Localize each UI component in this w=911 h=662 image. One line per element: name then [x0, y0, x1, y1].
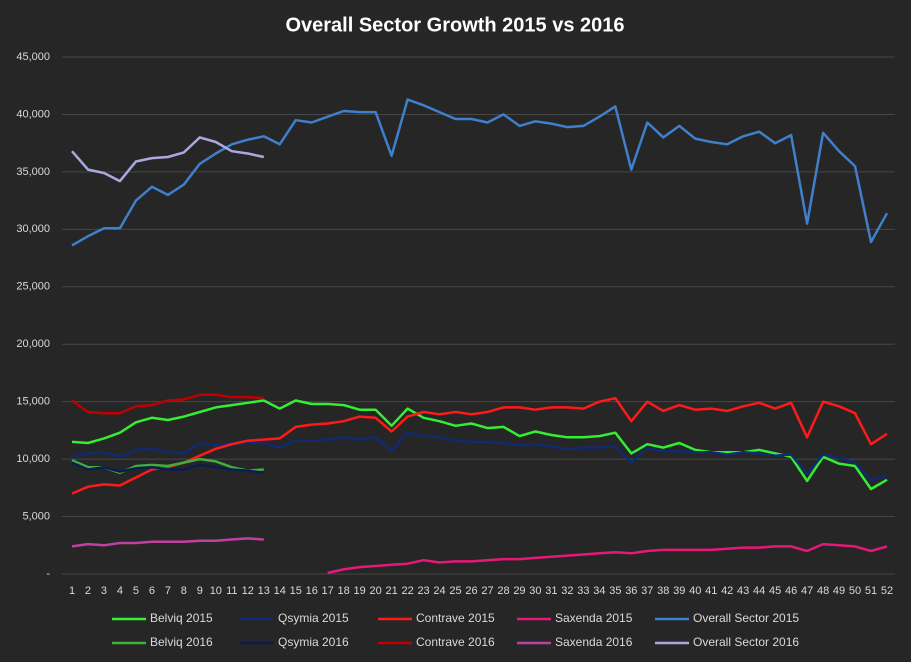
y-tick-label: 5,000	[22, 510, 50, 522]
legend-label: Overall Sector 2016	[693, 635, 799, 649]
x-tick-label: 24	[433, 585, 445, 597]
x-tick-label: 35	[609, 585, 621, 597]
x-tick-label: 36	[625, 585, 637, 597]
series-line	[71, 396, 888, 495]
x-tick-label: 15	[290, 585, 302, 597]
y-tick-label: 45,000	[16, 51, 50, 63]
x-tick-label: 45	[769, 585, 781, 597]
x-tick-label: 41	[705, 585, 717, 597]
x-tick-label: 17	[322, 585, 334, 597]
legend-label: Saxenda 2016	[555, 635, 633, 649]
x-tick-label: 39	[673, 585, 685, 597]
series-line	[71, 431, 888, 483]
x-tick-label: 14	[274, 585, 286, 597]
x-tick-label: 29	[513, 585, 525, 597]
x-tick-label: 52	[881, 585, 893, 597]
legend-label: Saxenda 2015	[555, 611, 633, 625]
series-line	[71, 399, 888, 491]
x-tick-label: 4	[117, 585, 123, 597]
x-tick-label: 51	[865, 585, 877, 597]
chart-title: Overall Sector Growth 2015 vs 2016	[285, 14, 624, 36]
series-line	[71, 136, 265, 183]
series-line	[327, 542, 888, 575]
x-tick-label: 38	[657, 585, 669, 597]
x-tick-label: 49	[833, 585, 845, 597]
x-tick-label: 30	[529, 585, 541, 597]
x-tick-label: 34	[593, 585, 605, 597]
y-tick-label: 40,000	[16, 108, 50, 120]
x-tick-label: 27	[481, 585, 493, 597]
x-tick-label: 8	[181, 585, 187, 597]
x-tick-label: 6	[149, 585, 155, 597]
x-tick-label: 3	[101, 585, 107, 597]
x-tick-label: 44	[753, 585, 765, 597]
x-tick-label: 2	[85, 585, 91, 597]
x-tick-label: 25	[449, 585, 461, 597]
y-tick-label: 30,000	[16, 223, 50, 235]
legend-label: Qsymia 2015	[278, 611, 349, 625]
x-tick-label: 12	[242, 585, 254, 597]
series-line	[71, 537, 264, 548]
legend-label: Belviq 2015	[150, 611, 213, 625]
x-tick-label: 9	[197, 585, 203, 597]
y-tick-label: 10,000	[16, 453, 50, 465]
x-tick-label: 5	[133, 585, 139, 597]
legend-label: Qsymia 2016	[278, 635, 349, 649]
x-tick-label: 37	[641, 585, 653, 597]
x-tick-label: 16	[306, 585, 318, 597]
x-tick-label: 21	[385, 585, 397, 597]
x-tick-label: 40	[689, 585, 701, 597]
series-line	[71, 461, 264, 475]
x-tick-label: 22	[401, 585, 413, 597]
legend-label: Overall Sector 2015	[693, 611, 799, 625]
series-line	[71, 393, 264, 415]
x-tick-label: 47	[801, 585, 813, 597]
x-tick-label: 50	[849, 585, 861, 597]
legend-label: Belviq 2016	[150, 635, 213, 649]
x-tick-label: 43	[737, 585, 749, 597]
x-tick-label: 26	[465, 585, 477, 597]
x-tick-label: 11	[226, 585, 237, 597]
y-tick-label: 15,000	[16, 396, 50, 408]
x-tick-label: 19	[354, 585, 366, 597]
y-tick-label: 25,000	[16, 281, 50, 293]
x-tick-label: 10	[210, 585, 222, 597]
y-tick-label: 35,000	[16, 166, 50, 178]
x-tick-label: 1	[69, 585, 75, 597]
x-tick-label: 42	[721, 585, 733, 597]
x-tick-label: 28	[497, 585, 509, 597]
y-tick-label: 20,000	[16, 338, 50, 350]
x-tick-label: 7	[165, 585, 171, 597]
x-tick-label: 31	[545, 585, 557, 597]
x-tick-label: 23	[417, 585, 429, 597]
x-tick-label: 48	[817, 585, 829, 597]
y-tick-label: -	[46, 568, 50, 580]
x-tick-label: 20	[370, 585, 382, 597]
x-tick-label: 13	[258, 585, 270, 597]
x-tick-label: 33	[577, 585, 589, 597]
series-line	[71, 98, 889, 247]
legend-label: Contrave 2016	[416, 635, 495, 649]
legend-label: Contrave 2015	[416, 611, 495, 625]
x-tick-label: 32	[561, 585, 573, 597]
x-tick-label: 46	[785, 585, 797, 597]
x-tick-label: 18	[338, 585, 350, 597]
